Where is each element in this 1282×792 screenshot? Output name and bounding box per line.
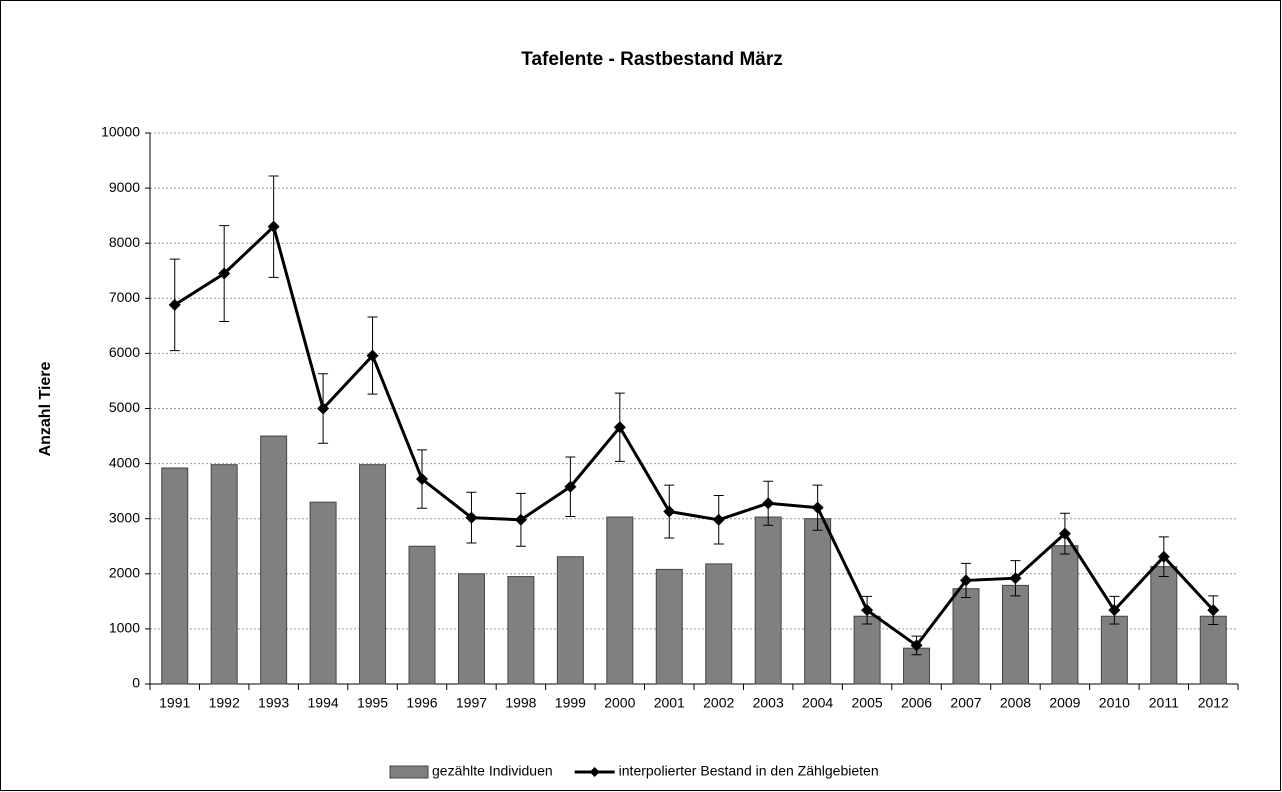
bar: [705, 563, 733, 685]
y-tick-label: 4000: [109, 454, 140, 470]
bar: [655, 568, 683, 685]
legend-marker: [589, 767, 600, 777]
marker: [416, 473, 428, 486]
y-tick-label: 8000: [109, 234, 140, 250]
bar: [1051, 545, 1079, 685]
marker: [663, 505, 676, 518]
y-tick-label: 2000: [109, 565, 140, 581]
x-tick-label: 1993: [258, 695, 289, 711]
bar: [606, 516, 634, 685]
x-tick-label: 1994: [308, 695, 339, 711]
bar: [1100, 615, 1128, 685]
bar: [1001, 584, 1029, 685]
y-tick-label: 6000: [109, 344, 140, 360]
bar: [1150, 566, 1178, 685]
marker: [1157, 550, 1170, 563]
marker: [762, 497, 775, 510]
legend-label: gezählte Individuen: [432, 763, 553, 779]
bar: [210, 464, 238, 685]
x-tick-label: 1995: [357, 695, 388, 711]
line: [173, 223, 1215, 648]
marker: [1207, 604, 1220, 617]
marker: [811, 501, 824, 514]
y-tick-label: 9000: [109, 179, 140, 195]
marker: [1108, 604, 1121, 617]
marker: [960, 574, 972, 587]
y-axis-label: Anzahl Tiere: [37, 361, 54, 456]
y-tick-label: 10000: [101, 124, 140, 140]
bar: [457, 573, 485, 685]
marker: [366, 349, 379, 362]
marker: [465, 511, 478, 524]
y-tick-label: 5000: [109, 399, 140, 415]
marker: [1058, 527, 1071, 540]
bar: [260, 435, 288, 685]
marker: [861, 604, 874, 617]
y-tick-label: 1000: [109, 620, 140, 636]
x-tick-label: 1991: [159, 695, 190, 711]
x-tick-label: 2008: [1000, 695, 1031, 711]
marker: [564, 480, 577, 493]
marker: [514, 513, 527, 526]
bar: [952, 588, 980, 685]
x-tick-label: 2003: [753, 695, 784, 711]
bar: [161, 467, 189, 685]
marker: [613, 421, 626, 434]
x-tick-label: 2012: [1198, 695, 1229, 711]
x-tick-label: 2010: [1099, 695, 1130, 711]
y-tick-label: 3000: [109, 509, 140, 525]
x-tick-label: 2007: [950, 695, 981, 711]
marker: [168, 298, 181, 311]
x-tick-label: 1992: [209, 695, 240, 711]
bar: [1199, 615, 1227, 685]
x-tick-label: 1996: [406, 695, 437, 711]
x-tick-label: 2006: [901, 695, 932, 711]
x-tick-label: 2004: [802, 695, 833, 711]
bar: [853, 615, 881, 685]
marker: [712, 513, 725, 526]
marker: [910, 639, 923, 652]
chart-title: Tafelente - Rastbestand März: [521, 49, 782, 70]
x-tick-label: 1999: [555, 695, 586, 711]
bar: [309, 501, 337, 685]
bar: [359, 464, 387, 685]
x-tick-label: 2000: [604, 695, 635, 711]
y-tick-label: 7000: [109, 289, 140, 305]
x-tick-label: 2001: [654, 695, 685, 711]
x-tick-label: 2005: [852, 695, 883, 711]
marker: [218, 267, 231, 280]
y-tick-label: 0: [132, 675, 140, 691]
marker: [267, 220, 280, 233]
bar: [556, 556, 584, 685]
bar: [804, 518, 832, 685]
x-tick-label: 2002: [703, 695, 734, 711]
legend-label: interpolierter Bestand in den Zählgebiet…: [619, 763, 879, 779]
x-tick-label: 2011: [1149, 695, 1179, 711]
x-tick-label: 1998: [505, 695, 536, 711]
bar: [754, 516, 782, 685]
marker: [1009, 572, 1022, 585]
x-tick-label: 1997: [456, 695, 487, 711]
bar: [408, 545, 436, 685]
x-tick-label: 2009: [1049, 695, 1080, 711]
legend-swatch: [389, 765, 429, 779]
marker: [317, 402, 330, 415]
bar: [507, 576, 535, 685]
